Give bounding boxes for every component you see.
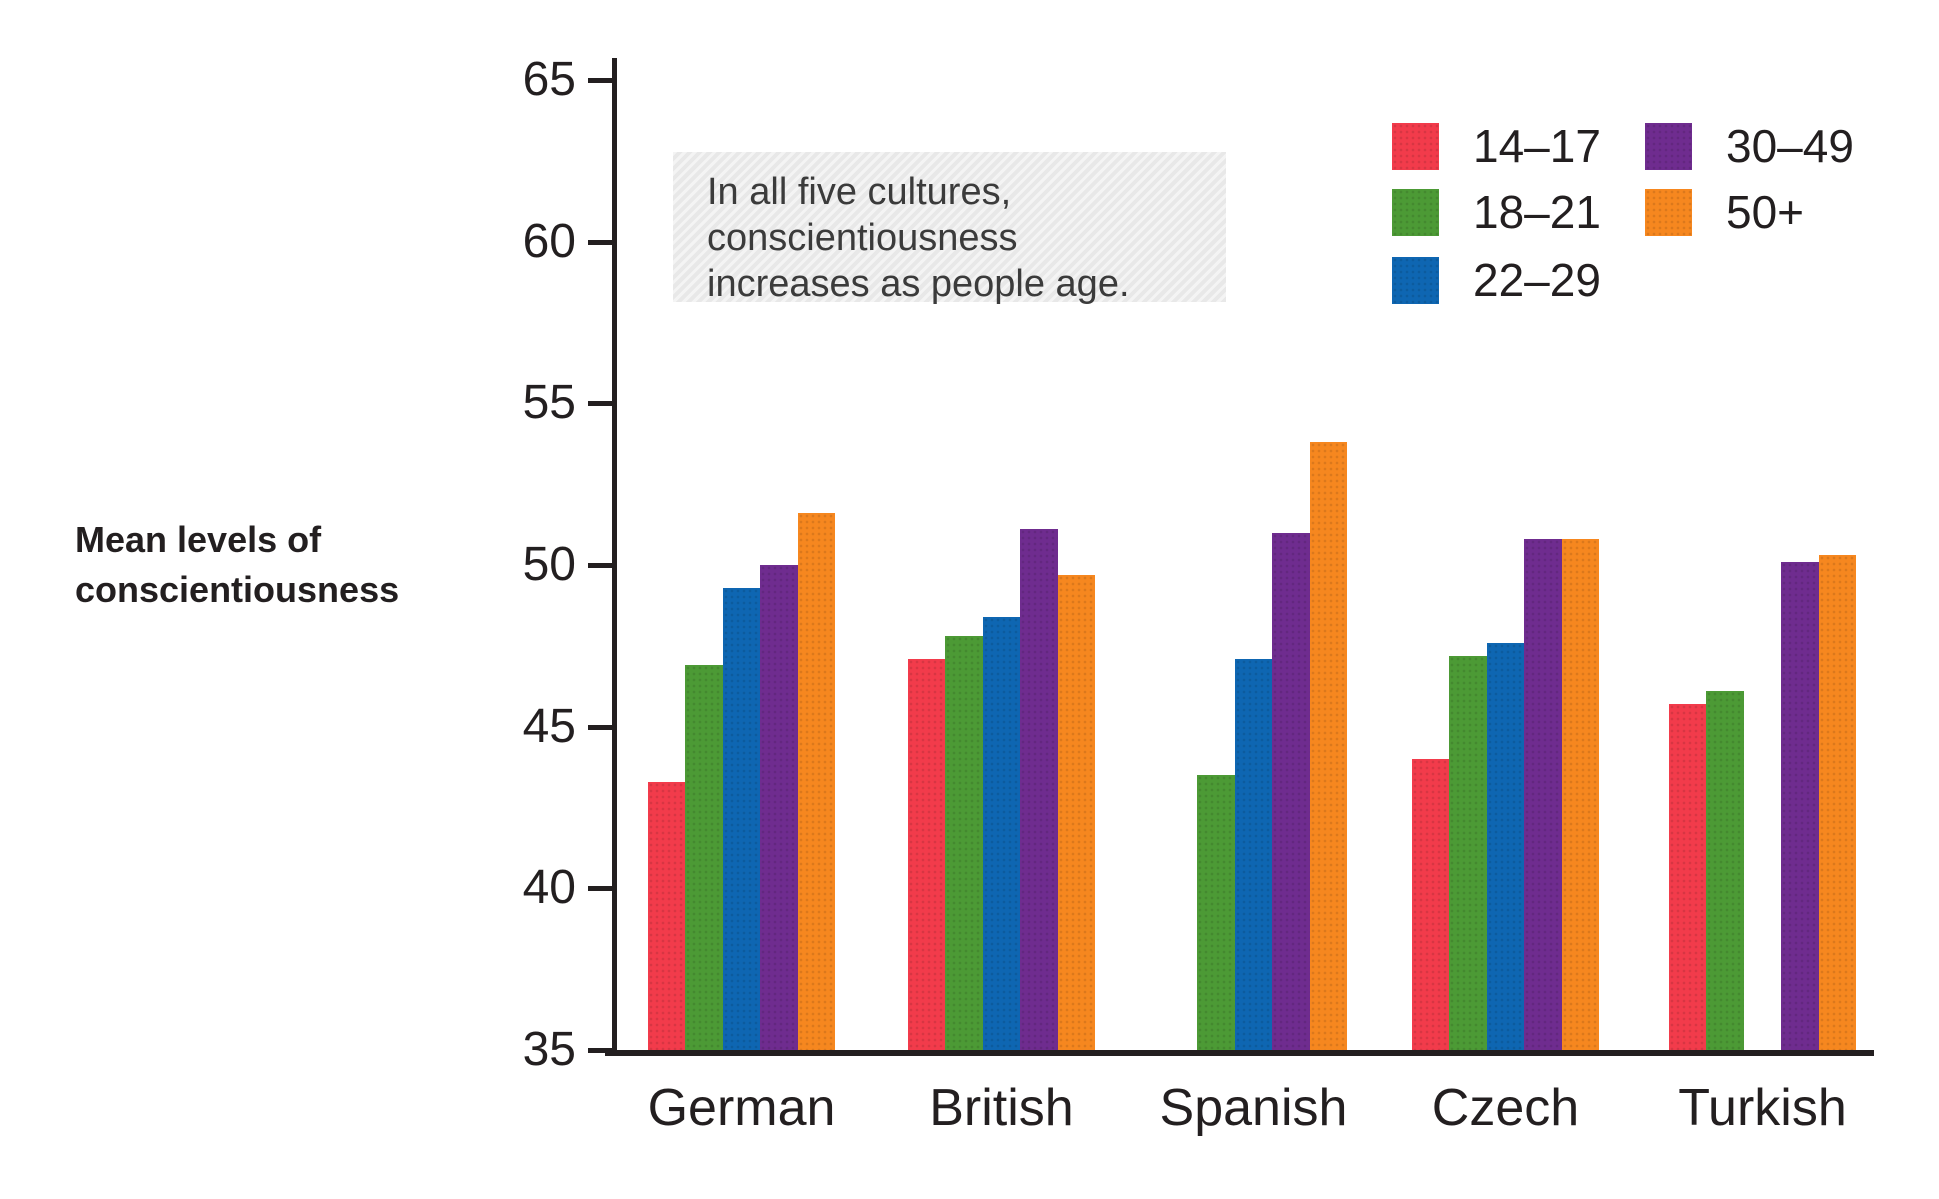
bar-czech-50+ (1561, 539, 1600, 1050)
y-tick-label: 65 (522, 53, 576, 106)
legend-swatch-22–29 (1392, 257, 1439, 304)
y-tick-mark (588, 724, 612, 730)
bar-german-14–17 (648, 781, 686, 1051)
bar-spanish-30–49 (1272, 532, 1311, 1051)
y-tick-label: 35 (522, 1023, 576, 1076)
x-axis-label-czech: Czech (1431, 1079, 1580, 1137)
y-tick-label: 50 (522, 538, 576, 591)
x-axis-label-german: German (647, 1079, 836, 1137)
bar-spanish-50+ (1309, 442, 1348, 1050)
bar-british-18–21 (945, 636, 984, 1050)
annotation-box: In all five cultures, conscientiousness … (673, 152, 1226, 305)
legend-label-22–29: 22–29 (1473, 254, 1601, 306)
y-tick-mark (588, 78, 612, 83)
bar-german-30–49 (760, 565, 799, 1050)
legend-label-30–49: 30–49 (1726, 120, 1854, 172)
y-axis-title: Mean levels of conscientiousness (75, 519, 400, 610)
bar-german-22–29 (722, 587, 761, 1051)
x-axis-label-british: British (929, 1079, 1074, 1137)
bar-british-14–17 (908, 658, 946, 1051)
bar-german-18–21 (685, 665, 724, 1050)
legend-swatch-14–17 (1392, 123, 1439, 170)
y-tick-label: 40 (522, 861, 576, 915)
legend-label-14–17: 14–17 (1473, 120, 1601, 172)
legend-label-18–21: 18–21 (1473, 186, 1601, 238)
bar-czech-18–21 (1449, 655, 1488, 1051)
legend-swatch-18–21 (1392, 189, 1439, 236)
y-tick-label: 60 (522, 214, 576, 268)
bar-turkish-50+ (1818, 555, 1857, 1050)
x-axis-label-spanish: Spanish (1159, 1079, 1348, 1137)
bar-czech-14–17 (1412, 759, 1450, 1050)
bar-turkish-30–49 (1781, 561, 1820, 1051)
y-tick-mark (588, 563, 612, 568)
bar-czech-22–29 (1486, 642, 1525, 1051)
bar-turkish-18–21 (1706, 691, 1745, 1050)
legend-label-50+: 50+ (1726, 186, 1805, 238)
x-axis-line (605, 1050, 1874, 1056)
bar-czech-30–49 (1524, 539, 1563, 1050)
bar-british-50+ (1057, 574, 1096, 1051)
y-tick-label: 45 (522, 699, 576, 753)
legend-swatch-50+ (1645, 189, 1692, 236)
x-axis-label-turkish: Turkish (1678, 1079, 1847, 1137)
bar-british-30–49 (1020, 529, 1059, 1050)
y-tick-mark (588, 886, 612, 892)
y-tick-mark (588, 401, 612, 407)
plot-area: 35 40 45 50 55 60 65 German British Spanish Czech… (523, 56, 1874, 1137)
legend-swatch-30–49 (1645, 123, 1692, 170)
y-tick-mark (588, 239, 612, 245)
y-axis-line (612, 58, 617, 1053)
bar-british-22–29 (982, 616, 1021, 1051)
bar-spanish-22–29 (1234, 658, 1273, 1051)
y-tick-mark (588, 1048, 612, 1053)
bar-spanish-18–21 (1197, 775, 1236, 1050)
bar-turkish-14–17 (1669, 704, 1707, 1050)
bar-german-50+ (797, 513, 836, 1050)
y-tick-label: 55 (522, 376, 576, 430)
